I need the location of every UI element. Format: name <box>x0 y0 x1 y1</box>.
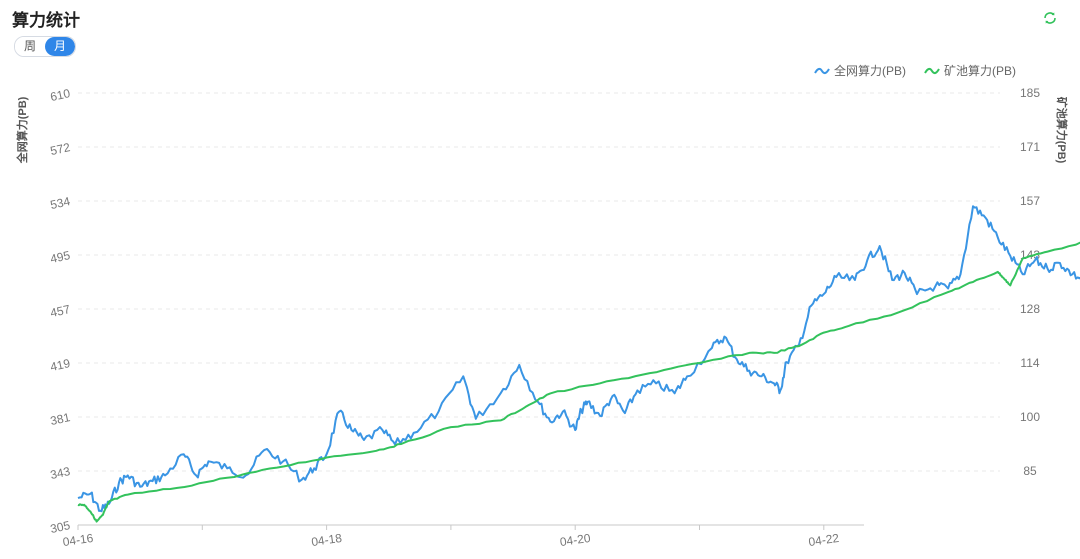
legend-label-total: 全网算力(PB) <box>833 64 906 78</box>
series-lines <box>77 205 1080 523</box>
right-tick-label: 128 <box>1020 302 1040 316</box>
grid-lines <box>78 92 1000 472</box>
series-line-total <box>77 205 1080 513</box>
tab-week[interactable]: 周 <box>15 37 46 56</box>
refresh-icon[interactable] <box>1042 10 1058 26</box>
right-tick-label: 157 <box>1020 194 1040 208</box>
left-axis-ticks: 305 343 381 419 457 495 534 572 610 <box>49 86 72 536</box>
right-tick-label: 171 <box>1020 140 1040 154</box>
x-tick-label: 04-20 <box>559 531 592 549</box>
series-line-pool <box>77 241 1080 523</box>
left-tick-label: 381 <box>49 410 72 428</box>
period-toggle: 周 月 <box>14 36 77 57</box>
right-tick-label: 85 <box>1023 464 1037 478</box>
page-title: 算力统计 <box>12 11 80 30</box>
left-tick-label: 534 <box>49 194 72 212</box>
legend-line-icon <box>814 67 830 74</box>
left-tick-label: 419 <box>49 356 72 374</box>
legend-label-pool: 矿池算力(PB) <box>943 64 1016 78</box>
left-tick-label: 610 <box>49 86 72 104</box>
right-tick-label: 100 <box>1020 410 1040 424</box>
left-tick-label: 343 <box>49 464 72 482</box>
x-axis: 04-16 04-18 04-20 04-22 <box>62 524 864 549</box>
tab-month[interactable]: 月 <box>45 37 76 56</box>
x-tick-label: 04-22 <box>808 531 841 549</box>
left-axis-title: 全网算力(PB) <box>15 96 29 164</box>
left-tick-label: 495 <box>49 248 72 266</box>
legend-item-total[interactable]: 全网算力(PB) <box>814 62 906 79</box>
legend-item-pool[interactable]: 矿池算力(PB) <box>924 62 1016 79</box>
left-tick-label: 572 <box>49 140 72 158</box>
left-tick-label: 457 <box>49 302 72 320</box>
chart-legend: 全网算力(PB) 矿池算力(PB) <box>814 62 1016 79</box>
left-tick-label: 305 <box>49 518 72 536</box>
x-tick-label: 04-18 <box>310 531 343 549</box>
legend-line-icon <box>924 67 940 74</box>
right-axis-title: 矿池算力(PB) <box>1055 97 1069 164</box>
right-tick-label: 114 <box>1020 356 1039 370</box>
right-tick-label: 185 <box>1020 86 1040 100</box>
x-tick-label: 04-16 <box>62 531 95 549</box>
